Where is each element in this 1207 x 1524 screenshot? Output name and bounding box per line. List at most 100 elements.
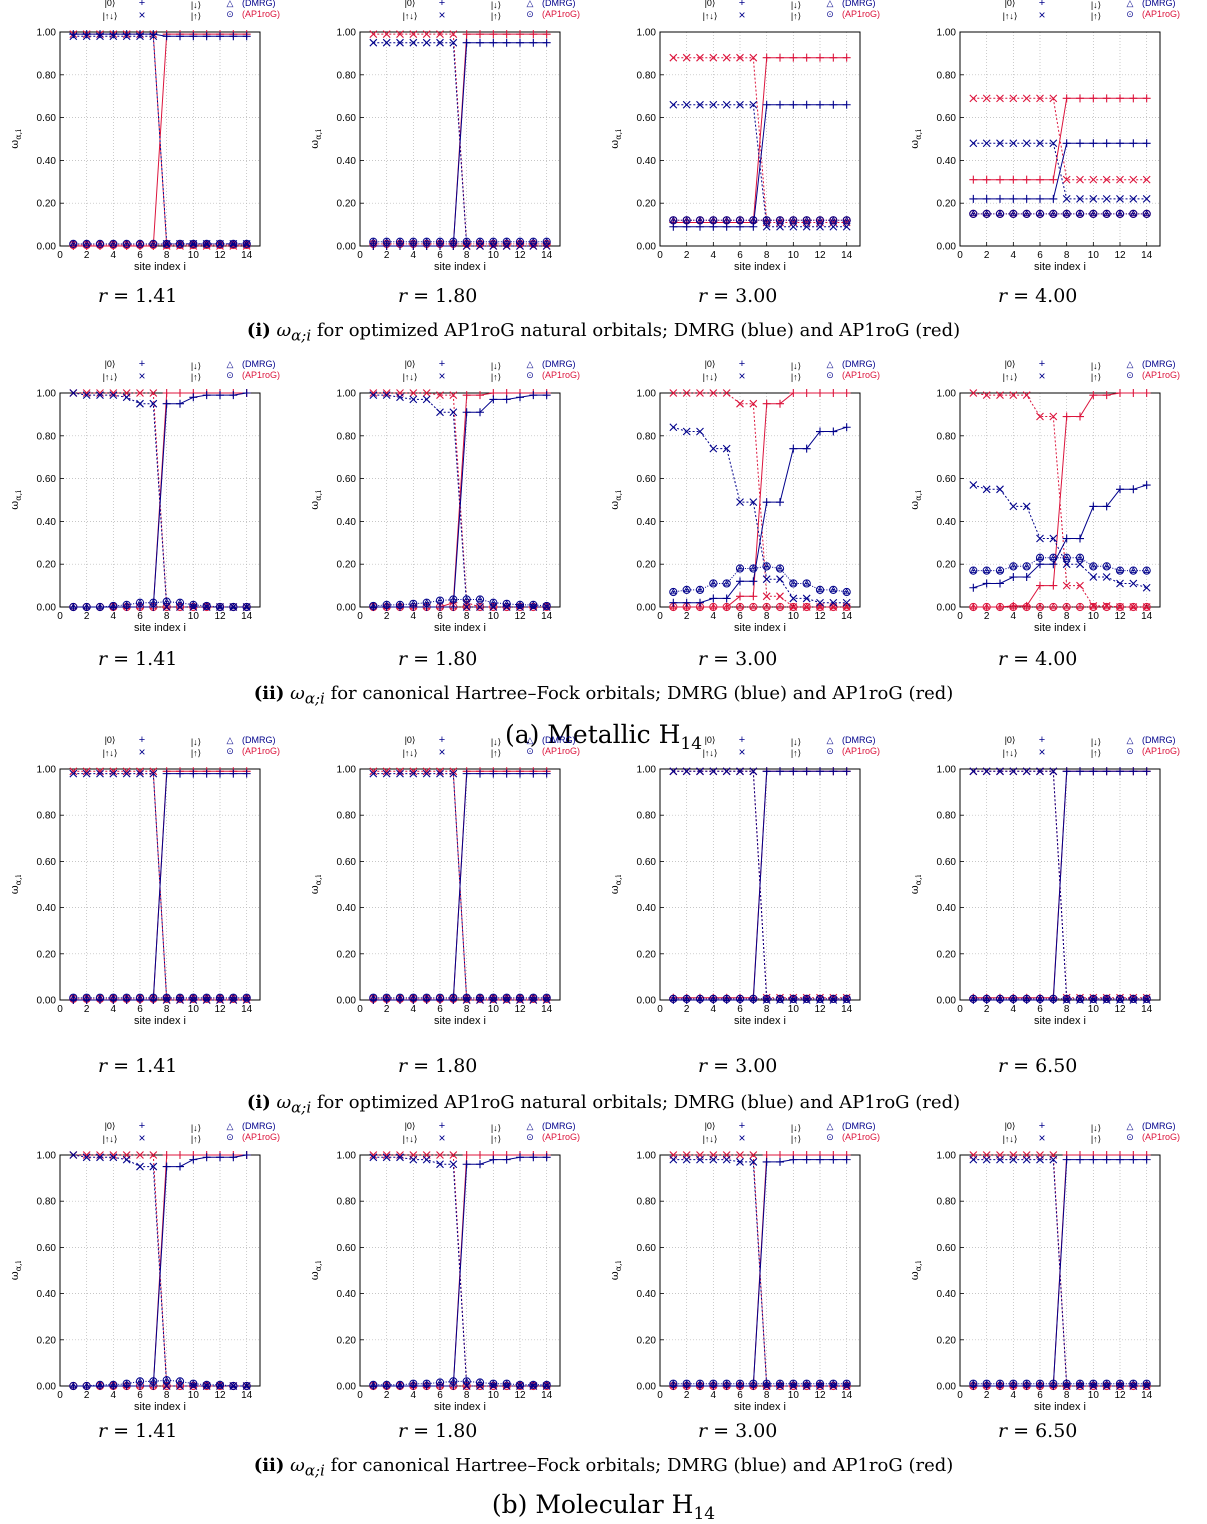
cross-marker [516,996,524,1004]
x-tick-label: 12 [514,250,526,261]
plus-marker [462,1151,471,1159]
cross-marker [422,395,431,404]
y-axis-label: ωα,i [8,874,23,894]
plus-marker [1009,996,1018,1004]
circle-marker-dot [479,996,481,999]
x-tick-label: 12 [814,250,826,261]
x-tick-label: 4 [711,1004,717,1015]
cross-marker [682,389,691,397]
cross-marker [709,767,718,776]
r-label: r = 6.50 [998,1420,1078,1442]
y-tick-label: 0.00 [937,1382,957,1393]
cross-marker [776,222,784,231]
x-tick-label: 2 [984,250,990,261]
plus-marker [669,1382,678,1390]
cross-marker [422,767,431,776]
x-tick-label: 2 [384,250,390,261]
cross-marker [542,1382,551,1390]
legend-circle-symbol: ⊙ [226,9,234,19]
plus-marker [736,222,744,231]
cross-marker [396,769,404,778]
plus-marker [789,444,798,453]
circle-marker-dot [1079,212,1081,215]
y-axis-label-sub: α,i [914,129,923,140]
section-caption: (a) Metallic H14 [504,720,703,754]
legend-ket0: |0⟩ [705,735,716,745]
legend-dmrg-label: (DMRG) [242,359,276,369]
triangle-marker [136,240,144,247]
plus-marker [242,32,251,41]
plus-marker [982,175,991,184]
circle-marker-dot [819,1382,821,1385]
triangle-marker [776,216,784,223]
legend-x-symbol: × [738,1131,745,1145]
triangle-marker [450,595,457,602]
triangle-marker [1023,562,1030,569]
plus-marker [1022,573,1031,582]
legend-ket-down: |↓⟩ [191,737,201,747]
triangle-marker [490,237,497,244]
circle-marker-dot [139,1380,141,1383]
plus-marker [516,30,524,39]
x-axis-label: site index i [1034,622,1086,634]
circle-marker-dot [1039,212,1041,215]
cross-marker [722,100,731,109]
x-tick-label: 6 [437,611,443,622]
plus-marker [816,767,824,776]
plus-marker [736,1382,744,1390]
plus-marker [1116,139,1124,148]
plus-marker [449,242,458,250]
x-tick-label: 10 [788,250,800,261]
cross-marker [776,592,784,601]
circle-marker-dot [179,601,181,604]
plus-marker [122,30,131,39]
x-axis-label: site index i [134,1015,186,1027]
plus-marker [136,30,144,39]
plus-marker [122,603,131,611]
cross-marker [1142,1382,1151,1390]
cross-marker [829,598,838,607]
x-tick-label: 10 [788,1390,800,1401]
cross-marker [382,38,391,47]
triangle-marker [736,603,744,610]
series-cross-line [373,33,547,247]
circle-marker-dot [505,602,508,605]
plus-marker [176,32,184,41]
legend-dmrg-label: (DMRG) [1142,359,1176,369]
circle-marker-dot [452,1380,455,1383]
plus-marker [709,594,718,603]
x-axis-label: site index i [734,261,786,273]
x-tick-label: 0 [57,1390,63,1401]
x-tick-label: 14 [1141,1390,1153,1401]
y-tick-label: 0.60 [637,474,657,485]
plus-marker [1076,1155,1084,1164]
legend-ket-updown: |↑↓⟩ [1003,372,1018,382]
y-tick-label: 0.00 [337,242,357,253]
legend-ket-up: |↑⟩ [491,1134,501,1144]
x-axis-label: site index i [134,261,186,273]
legend-ket-updown: |↑↓⟩ [703,11,718,21]
plus-marker [176,389,184,397]
r-label: r = 1.41 [98,1420,178,1442]
plus-marker [696,598,704,607]
series-plus-line [973,97,1147,181]
cross-marker [1036,767,1044,776]
y-tick-label: 1.00 [637,389,657,400]
circle-marker-dot [985,212,988,215]
cross-marker [762,575,771,584]
x-tick-label: 10 [188,250,200,261]
plus-marker [542,391,551,400]
cross-marker [1102,996,1111,1004]
y-tick-label: 0.20 [637,560,657,571]
cross-marker [462,996,471,1004]
series-plus-line [973,770,1147,1001]
plus-marker [816,389,824,397]
triangle-marker [476,1378,484,1385]
series-low-line [973,557,1147,572]
circle-marker-dot [819,219,821,222]
y-tick-label: 1.00 [637,1151,657,1162]
chart-panel: |0⟩ |↑↓⟩ + × |↓⟩ |↑⟩ △ ⊙ (DMRG) (AP1roG) 0 2 4 6 8 10 12… [0,734,300,1037]
y-tick-label: 0.40 [337,517,357,528]
legend-triangle-symbol: △ [527,0,534,8]
plus-marker [422,603,431,611]
